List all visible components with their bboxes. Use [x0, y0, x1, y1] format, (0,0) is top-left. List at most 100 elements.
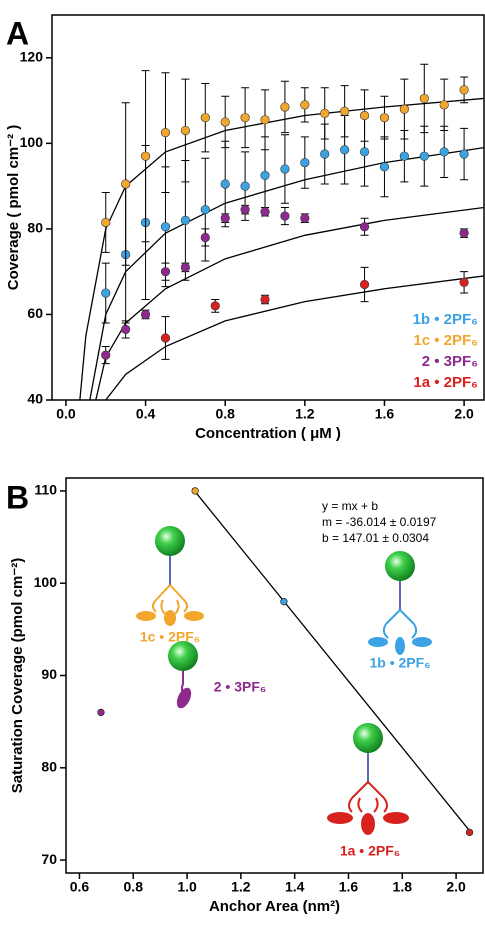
x-tick-label: 1.8	[393, 879, 413, 895]
x-tick-label: 1.0	[177, 879, 197, 895]
data-point	[320, 108, 330, 118]
data-point	[191, 487, 199, 495]
data-point	[220, 179, 230, 189]
data-point	[419, 151, 429, 161]
data-point	[101, 288, 111, 298]
data-point	[260, 294, 270, 305]
data-point	[260, 207, 270, 217]
data-point	[180, 215, 190, 225]
data-point	[320, 149, 330, 159]
x-tick-label: 1.2	[231, 879, 251, 895]
molecule-1a	[327, 723, 409, 835]
panel-letter: A	[6, 15, 29, 51]
data-point	[300, 100, 310, 110]
y-tick-label: 90	[41, 666, 57, 682]
x-tick-label: 1.4	[285, 879, 305, 895]
data-point	[200, 205, 210, 215]
molecule-2	[168, 641, 198, 709]
legend-entry: 2 • 3PF₆	[422, 353, 478, 370]
legend-entry: 1a • 2PF₆	[413, 374, 478, 391]
data-point	[459, 228, 469, 238]
data-point	[300, 213, 310, 223]
data-point	[97, 708, 105, 717]
data-point	[260, 115, 270, 125]
x-tick-label: 2.0	[454, 406, 474, 422]
y-tick-label: 40	[27, 391, 43, 407]
data-point	[280, 102, 290, 112]
legend-entry: 1c • 2PF₆	[413, 332, 478, 349]
data-point	[340, 145, 350, 155]
fit-curve	[105, 275, 485, 401]
data-point	[121, 179, 131, 189]
x-tick-label: 0.4	[136, 406, 156, 422]
x-tick-label: 0.8	[215, 406, 235, 422]
x-tick-label: 1.6	[375, 406, 395, 422]
equation: m = -36.014 ± 0.0197	[322, 515, 437, 529]
y-tick-label: 110	[34, 482, 57, 498]
data-point	[280, 211, 290, 221]
data-point	[280, 598, 288, 606]
data-point	[200, 113, 210, 123]
data-point	[359, 279, 370, 290]
data-point	[379, 113, 390, 123]
data-point	[459, 277, 469, 287]
data-point	[399, 104, 409, 114]
data-point	[140, 309, 151, 320]
data-point	[160, 128, 171, 138]
x-axis-title: Anchor Area (nm²)	[209, 898, 340, 915]
data-point	[439, 100, 449, 110]
data-point	[465, 828, 474, 837]
data-point	[399, 151, 409, 161]
data-point	[439, 147, 449, 157]
y-tick-label: 80	[27, 220, 43, 236]
x-tick-label: 0.6	[70, 879, 90, 895]
data-point	[220, 213, 230, 223]
data-point	[240, 205, 250, 215]
data-point	[280, 164, 290, 174]
x-axis-title: Concentration ( μM )	[195, 425, 341, 442]
data-point	[300, 157, 310, 168]
y-tick-label: 60	[27, 305, 43, 321]
molecule-label: 1c • 2PF₆	[140, 629, 200, 645]
data-point	[160, 267, 171, 277]
molecule-label: 1a • 2PF₆	[340, 843, 400, 859]
data-point	[459, 85, 469, 95]
data-point	[101, 217, 111, 228]
data-point	[200, 232, 210, 243]
x-tick-label: 0.8	[124, 879, 144, 895]
y-tick-label: 100	[34, 574, 58, 590]
equation: b = 147.01 ± 0.0304	[322, 531, 429, 545]
equation: y = mx + b	[322, 499, 378, 513]
y-axis-title: Saturation Coverage (pmol cm⁻²)	[9, 558, 26, 793]
data-point	[379, 162, 390, 172]
panel-letter: B	[6, 479, 29, 515]
molecule-label: 2 • 3PF₆	[214, 679, 267, 695]
x-tick-label: 2.0	[446, 879, 466, 895]
y-tick-label: 120	[20, 48, 44, 64]
data-point	[260, 170, 270, 181]
data-point	[240, 113, 250, 123]
data-point	[101, 350, 111, 360]
fit-line	[191, 487, 473, 835]
molecule-1b	[368, 551, 432, 655]
data-point	[121, 324, 131, 335]
data-point	[160, 222, 171, 232]
data-point	[359, 222, 370, 232]
data-point	[220, 117, 230, 127]
data-point	[419, 93, 429, 104]
data-point	[459, 149, 469, 159]
x-tick-label: 0.0	[56, 406, 76, 422]
data-point	[359, 110, 370, 121]
fit-curve	[95, 206, 485, 401]
data-point	[359, 147, 370, 157]
data-point	[340, 106, 350, 116]
y-tick-label: 70	[41, 851, 57, 867]
legend-entry: 1b • 2PF₆	[413, 311, 478, 328]
x-tick-label: 1.2	[295, 406, 315, 422]
molecule-label: 1b • 2PF₆	[369, 655, 430, 671]
fit-curve	[89, 146, 485, 401]
data-point	[210, 301, 220, 311]
x-tick-label: 1.6	[339, 879, 359, 895]
data-point	[240, 181, 250, 191]
